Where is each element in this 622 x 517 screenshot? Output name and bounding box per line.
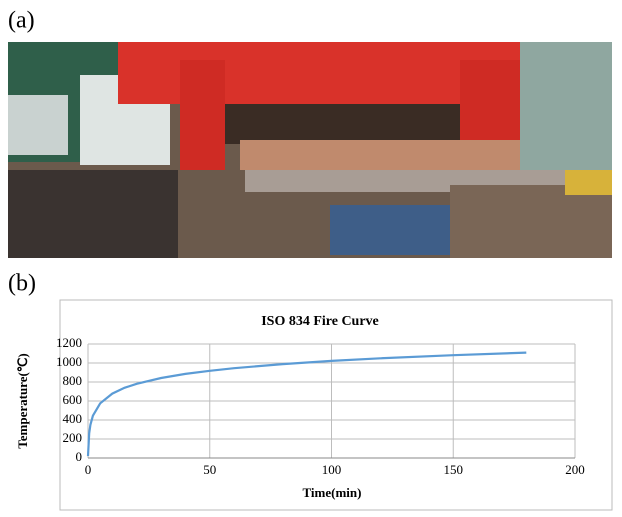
chart-frame bbox=[60, 300, 612, 510]
y-tick-label: 600 bbox=[63, 392, 83, 407]
figure: (a) (b) ISO 834 Fire Curve Time(min) Tem… bbox=[0, 0, 622, 517]
x-tick-label: 0 bbox=[85, 462, 92, 477]
x-tick-label: 200 bbox=[565, 462, 585, 477]
line bbox=[88, 353, 526, 457]
x-axis-label: Time(min) bbox=[303, 485, 362, 500]
x-tick-label: 50 bbox=[203, 462, 216, 477]
y-tick-label: 0 bbox=[76, 449, 83, 464]
y-tick-label: 800 bbox=[63, 373, 83, 388]
y-axis-label: Temperature(℃) bbox=[15, 353, 30, 448]
y-tick-label: 1200 bbox=[56, 335, 82, 350]
y-tick-label: 1000 bbox=[56, 354, 82, 369]
y-tick-label: 200 bbox=[63, 430, 83, 445]
x-tick-label: 100 bbox=[322, 462, 342, 477]
panel-label: (b) bbox=[8, 271, 36, 297]
panel-label: (a) bbox=[8, 8, 35, 34]
photo bbox=[8, 42, 612, 258]
y-tick-label: 400 bbox=[63, 411, 83, 426]
x-tick-label: 150 bbox=[444, 462, 464, 477]
chart-title: ISO 834 Fire Curve bbox=[261, 314, 379, 329]
